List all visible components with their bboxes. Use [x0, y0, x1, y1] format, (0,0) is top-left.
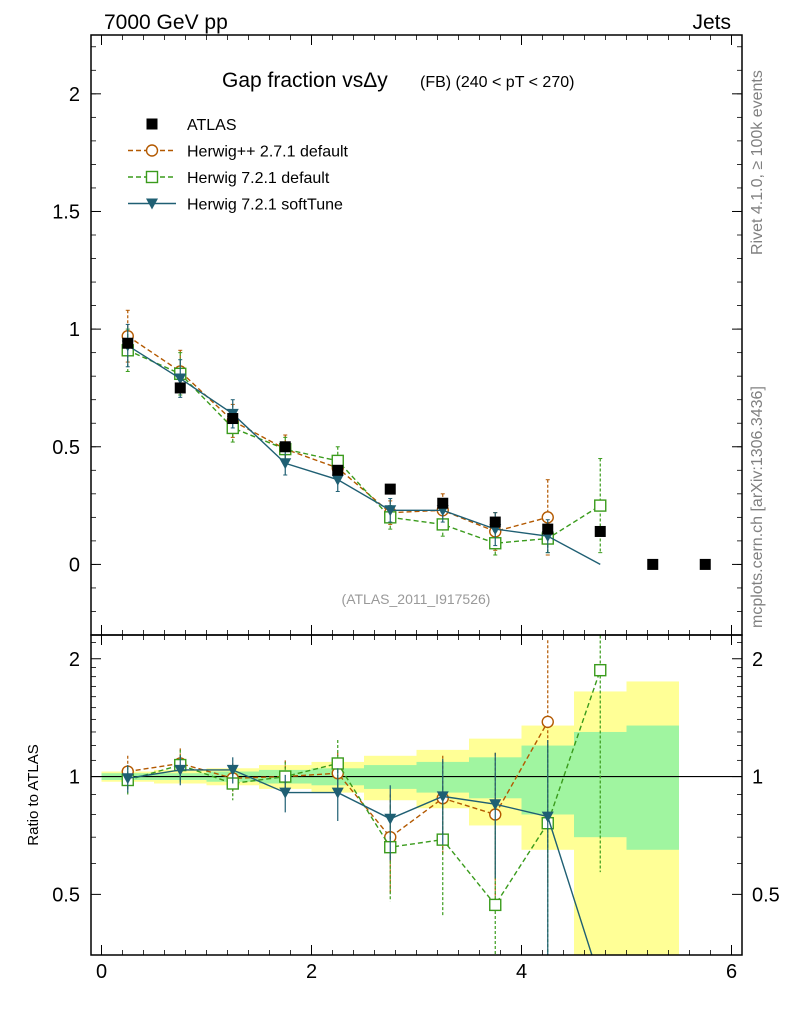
point-herwig_default — [594, 499, 607, 512]
point-data — [489, 516, 501, 528]
ratio-point-herwig_default — [331, 757, 344, 770]
x-tick-label: 6 — [726, 961, 737, 983]
ratio-point-herwig_soft — [174, 764, 187, 776]
ratio-point-herwigpp — [541, 715, 554, 729]
point-herwig_soft — [384, 505, 397, 517]
ratio-y-tick-label-right: 2 — [752, 649, 763, 671]
x-tick-label: 0 — [96, 961, 107, 983]
ratio-point-herwig_default — [489, 898, 502, 912]
chart-title-sub: (FB) (240 < pT < 270) — [420, 74, 574, 91]
y-tick-label: 2 — [69, 84, 80, 106]
y-tick-label: 1.5 — [52, 201, 80, 223]
point-data — [122, 337, 134, 349]
point-data — [332, 464, 344, 476]
x-tick-label: 2 — [306, 961, 317, 983]
ratio-y-tick-label: 2 — [69, 649, 80, 671]
ratio-point-herwig_soft — [436, 791, 449, 803]
y-tick-label: 0 — [69, 554, 80, 576]
point-data — [699, 558, 711, 570]
main-series-layer — [121, 309, 711, 570]
point-data — [542, 523, 554, 535]
point-herwig_default — [331, 454, 344, 468]
ratio-y-tick-label: 0.5 — [52, 884, 80, 906]
header-right: Jets — [692, 11, 731, 34]
ratio-band-inner — [626, 725, 679, 850]
point-herwig_soft — [331, 474, 344, 486]
ratio-point-herwig_soft — [331, 787, 344, 799]
legend-marker-herwig_default — [145, 170, 159, 184]
ratio-y-tick-label-right: 0.5 — [752, 884, 780, 906]
ratio-ylabel: Ratio to ATLAS — [25, 744, 42, 845]
legend-label-herwigpp: Herwig++ 2.7.1 default — [187, 144, 349, 161]
series-line-herwig_soft — [127, 344, 601, 566]
point-data — [647, 558, 659, 570]
point-herwig_soft — [279, 458, 292, 470]
point-data — [437, 497, 449, 509]
ratio-point-herwig_soft — [121, 773, 134, 785]
analysis-id: (ATLAS_2011_I917526) — [342, 591, 491, 607]
legend-label-herwig_soft: Herwig 7.2.1 softTune — [187, 197, 343, 214]
ratio-series-layer — [121, 635, 607, 955]
legend-label-data: ATLAS — [187, 117, 237, 134]
ratio-y-tick-label-right: 1 — [752, 767, 763, 789]
legend-marker-herwig_soft — [146, 198, 158, 210]
x-tick-label: 4 — [516, 961, 527, 983]
ratio-point-herwig_soft — [489, 799, 502, 811]
point-data — [227, 413, 239, 425]
ratio-point-herwig_soft — [226, 764, 239, 776]
header-left: 7000 GeV pp — [104, 11, 228, 34]
point-herwig_soft — [174, 373, 187, 385]
ratio-point-herwig_soft — [279, 787, 292, 799]
ratio-band-layer — [91, 681, 742, 955]
ratio-y-tick-label: 1 — [69, 767, 80, 789]
axes-layer: 0 2 4 6 0 0.5 1 1.5 2 0.5 0.5 1 1 2 2 — [52, 35, 780, 983]
chart-title-main: Gap fraction vsΔy — [222, 69, 388, 92]
point-data — [279, 441, 291, 453]
legend-marker-herwigpp — [145, 144, 159, 157]
series-line-herwig_default — [127, 349, 601, 544]
ratio-band-inner — [574, 731, 627, 838]
ratio-point-herwig_default — [594, 663, 607, 677]
y-tick-label: 1 — [69, 319, 80, 341]
point-data — [594, 525, 606, 537]
ratio-point-herwig_soft — [541, 811, 554, 823]
point-data — [174, 382, 186, 394]
ratio-point-herwig_soft — [384, 813, 397, 825]
mcplots-label: mcplots.cern.ch [arXiv:1306.3436] — [749, 386, 766, 628]
series-line-herwigpp — [127, 335, 548, 533]
legend-marker-data — [146, 118, 158, 130]
y-tick-label: 0.5 — [52, 437, 80, 459]
legend: ATLAS Herwig++ 2.7.1 default Herwig 7.2.1 … — [128, 117, 349, 214]
legend-label-herwig_default: Herwig 7.2.1 default — [187, 170, 330, 187]
point-data — [384, 483, 396, 495]
rivet-label: Rivet 4.1.0, ≥ 100k events — [749, 70, 766, 255]
ratio-line-herwig_soft — [127, 769, 593, 955]
